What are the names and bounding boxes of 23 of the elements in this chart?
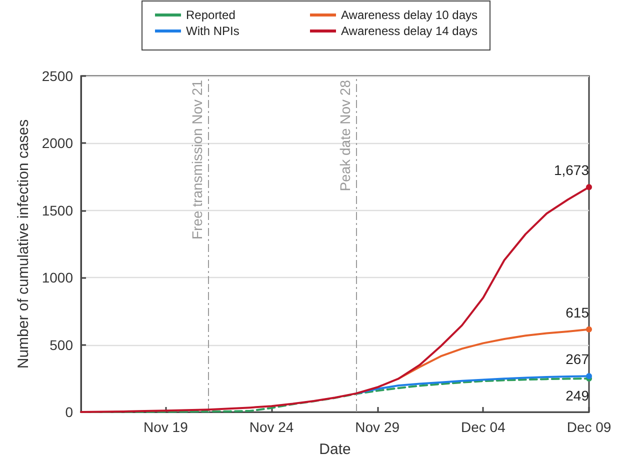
data-label: 249: [566, 388, 590, 404]
x-tick-label: Nov 24: [249, 419, 294, 435]
y-tick-label: 2500: [42, 68, 74, 84]
data-label: 1,673: [554, 162, 590, 178]
y-axis-title: Number of cumulative infection cases: [14, 119, 32, 369]
legend-label: Awareness delay 10 days: [341, 8, 478, 22]
y-tick-label: 1500: [42, 202, 74, 218]
y-tick-label: 2000: [42, 135, 74, 152]
x-tick-label: Dec 04: [460, 419, 506, 435]
x-axis-title: Date: [319, 441, 351, 458]
legend-label: Reported: [186, 8, 236, 22]
x-tick-label: Dec 09: [566, 419, 612, 435]
data-label: 267: [566, 351, 590, 368]
y-tick-label: 0: [65, 404, 74, 420]
legend-label: Awareness delay 14 days: [341, 24, 478, 38]
data-label: 615: [566, 304, 590, 320]
ref-line-label: Peak date Nov 28: [337, 80, 354, 192]
x-tick-label: Nov 29: [355, 419, 400, 435]
ref-line-label: Free transmission Nov 21: [189, 80, 205, 240]
legend-label: With NPIs: [186, 24, 240, 38]
x-tick-label: Nov 19: [143, 419, 188, 435]
y-tick-label: 500: [50, 336, 74, 353]
y-tick-label: 1000: [42, 270, 74, 286]
